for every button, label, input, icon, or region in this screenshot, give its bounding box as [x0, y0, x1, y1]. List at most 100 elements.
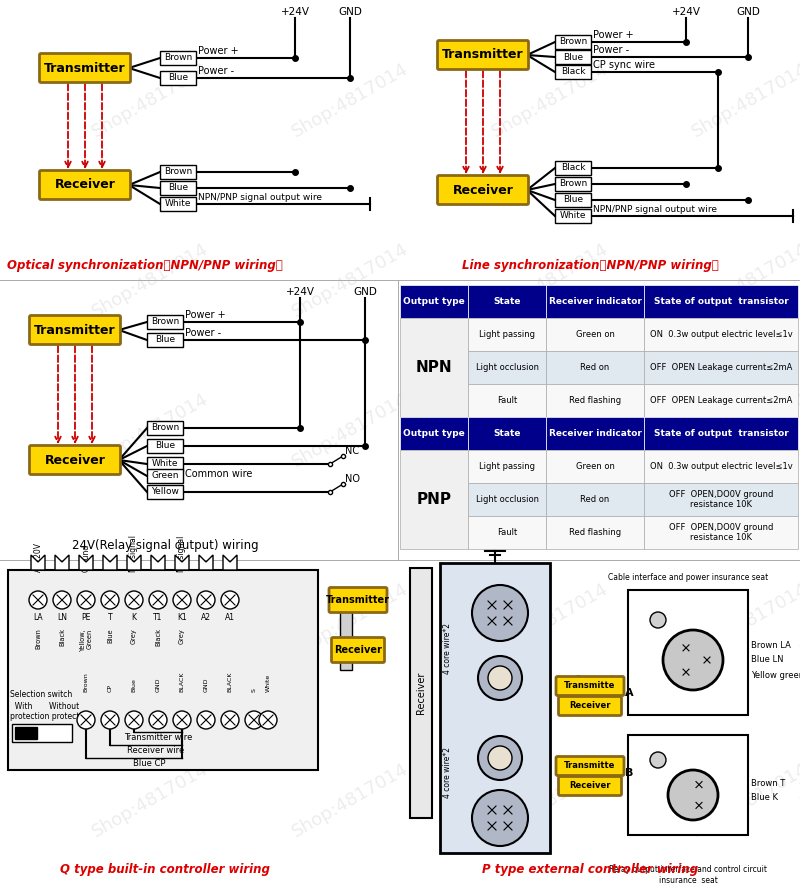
Text: Power +: Power +	[593, 30, 634, 40]
Text: B: B	[625, 768, 634, 778]
Circle shape	[472, 790, 528, 846]
Circle shape	[478, 736, 522, 780]
Polygon shape	[79, 555, 93, 570]
Text: +24V: +24V	[671, 7, 701, 17]
Bar	[147, 315, 183, 329]
Text: ON  0.3w output electric level≤1v: ON 0.3w output electric level≤1v	[650, 330, 792, 339]
Bar	[468, 450, 546, 483]
Text: Transmitter: Transmitter	[34, 324, 116, 336]
Text: Yellow: Yellow	[151, 488, 179, 496]
FancyBboxPatch shape	[556, 757, 624, 775]
Bar	[160, 165, 196, 179]
Bar	[468, 516, 546, 549]
Text: OFF  OPEN Leakage current≤2mA: OFF OPEN Leakage current≤2mA	[650, 363, 792, 372]
Text: Output type: Output type	[403, 297, 465, 306]
FancyBboxPatch shape	[438, 41, 529, 70]
Bar	[628, 735, 748, 835]
Text: insurance  seat: insurance seat	[658, 876, 718, 885]
Text: OFF  OPEN Leakage current≤2mA: OFF OPEN Leakage current≤2mA	[650, 396, 792, 405]
Circle shape	[77, 711, 95, 729]
Text: Fault: Fault	[497, 528, 517, 537]
Text: Transmitter: Transmitter	[442, 49, 524, 61]
Text: White: White	[165, 199, 191, 209]
Bar	[468, 417, 546, 450]
Text: 2 core wire: 2 core wire	[576, 786, 623, 795]
Text: Blue LN: Blue LN	[751, 656, 783, 665]
Text: PNP: PNP	[417, 492, 451, 507]
Text: With       Without: With Without	[10, 702, 79, 711]
Text: A1: A1	[225, 613, 235, 622]
Text: Shop:4817014: Shop:4817014	[489, 580, 611, 660]
Text: Blue: Blue	[131, 678, 137, 692]
Text: Red on: Red on	[580, 495, 610, 504]
Text: GND: GND	[203, 678, 209, 692]
Bar	[160, 197, 196, 211]
Text: A2: A2	[201, 613, 211, 622]
Text: Selection switch: Selection switch	[10, 690, 72, 699]
Circle shape	[221, 711, 239, 729]
Text: NPN/PNP signal output wire: NPN/PNP signal output wire	[593, 205, 717, 214]
Circle shape	[663, 630, 723, 690]
Text: State: State	[494, 429, 521, 438]
Text: Light passing: Light passing	[479, 462, 535, 471]
Text: BLACK: BLACK	[179, 672, 185, 692]
Text: Fault: Fault	[497, 396, 517, 405]
Text: Transmitter: Transmitter	[326, 595, 390, 605]
Text: LA: LA	[33, 613, 43, 622]
Text: Receiver: Receiver	[570, 702, 610, 711]
Bar	[555, 50, 591, 64]
Text: Blue K: Blue K	[751, 792, 778, 802]
Circle shape	[668, 770, 718, 820]
Text: OFF  OPEN,DO0V ground
resistance 10K: OFF OPEN,DO0V ground resistance 10K	[669, 489, 773, 509]
Text: Shop:4817014: Shop:4817014	[289, 59, 411, 141]
Text: Brown: Brown	[151, 318, 179, 327]
Text: +24V: +24V	[281, 7, 310, 17]
Text: Blue: Blue	[563, 196, 583, 204]
FancyBboxPatch shape	[30, 445, 121, 474]
Bar	[160, 71, 196, 85]
Circle shape	[650, 752, 666, 768]
Bar	[147, 485, 183, 499]
Text: White: White	[266, 673, 270, 692]
FancyBboxPatch shape	[556, 676, 624, 696]
Bar	[555, 65, 591, 79]
Text: Shop:4817014: Shop:4817014	[89, 389, 211, 471]
Text: Brown: Brown	[151, 424, 179, 433]
Circle shape	[478, 656, 522, 700]
Text: NPN: NPN	[416, 360, 452, 375]
Text: Power +: Power +	[198, 46, 238, 56]
Bar	[644, 483, 798, 516]
Text: Brown: Brown	[164, 167, 192, 176]
Text: Light passing: Light passing	[479, 330, 535, 339]
Text: Green on: Green on	[575, 462, 614, 471]
Text: Light occlusion: Light occlusion	[475, 363, 538, 372]
Text: Optical synchronization（NPN/PNP wiring）: Optical synchronization（NPN/PNP wiring）	[7, 258, 283, 272]
Bar	[468, 384, 546, 417]
Text: Brown: Brown	[164, 53, 192, 63]
Text: Black: Black	[59, 628, 65, 646]
Text: Shop:4817014: Shop:4817014	[289, 389, 411, 471]
Bar	[555, 35, 591, 49]
Text: GND: GND	[338, 7, 362, 17]
Text: ON  0.3w output electric level≤1v: ON 0.3w output electric level≤1v	[650, 462, 792, 471]
Bar	[340, 590, 352, 670]
Text: NO: NO	[345, 474, 360, 484]
Text: Grey: Grey	[179, 628, 185, 643]
Text: Red flashing: Red flashing	[569, 528, 621, 537]
Text: Transmitte: Transmitte	[564, 681, 616, 690]
Text: Light occlusion: Light occlusion	[475, 495, 538, 504]
Text: A: A	[625, 688, 634, 698]
Text: Shop:4817014: Shop:4817014	[89, 240, 211, 320]
Text: Shop:4817014: Shop:4817014	[689, 240, 800, 320]
Polygon shape	[55, 555, 69, 570]
Text: PE: PE	[82, 613, 90, 622]
Text: Common wire: Common wire	[185, 469, 252, 479]
Polygon shape	[31, 555, 45, 570]
Polygon shape	[175, 555, 189, 570]
Text: Blue: Blue	[168, 183, 188, 193]
Bar	[546, 483, 644, 516]
FancyBboxPatch shape	[39, 171, 130, 199]
Text: Shop:4817014: Shop:4817014	[489, 59, 611, 141]
Text: Power +: Power +	[185, 310, 226, 320]
Text: Receiver: Receiver	[453, 183, 514, 196]
